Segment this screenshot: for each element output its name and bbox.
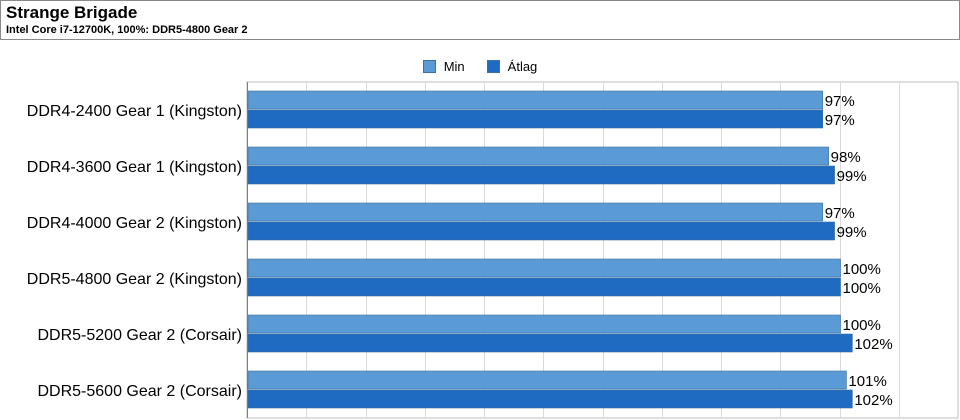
chart-legend: Min Átlag	[0, 56, 960, 76]
data-label-min: 97%	[825, 205, 855, 222]
bar-atlag	[247, 221, 835, 241]
bar-min	[247, 90, 824, 110]
bar-min	[247, 258, 841, 278]
data-label-min: 100%	[843, 261, 881, 278]
bar-min	[247, 314, 841, 334]
data-label-atlag: 102%	[854, 392, 892, 409]
category-label: DDR5-5600 Gear 2 (Corsair)	[37, 383, 242, 400]
data-label-atlag: 100%	[843, 280, 881, 297]
data-label-min: 101%	[848, 373, 886, 390]
bar-atlag	[247, 333, 853, 353]
data-label-min: 97%	[825, 93, 855, 110]
chart-subtitle: Intel Core i7-12700K, 100%: DDR5-4800 Ge…	[6, 24, 248, 36]
legend-item-atlag: Átlag	[486, 58, 538, 74]
legend-item-min: Min	[422, 58, 465, 74]
category-label: DDR5-4800 Gear 2 (Kingston)	[27, 271, 242, 288]
category-label: DDR4-2400 Gear 1 (Kingston)	[27, 103, 242, 120]
bar-atlag	[247, 165, 835, 185]
bar-min	[247, 202, 824, 222]
bar-atlag	[247, 389, 853, 409]
bar-atlag	[247, 277, 841, 297]
category-label: DDR4-4000 Gear 2 (Kingston)	[27, 215, 242, 232]
plot-area	[246, 81, 959, 419]
chart-title-box: Strange Brigade Intel Core i7-12700K, 10…	[0, 0, 960, 40]
bar-atlag	[247, 109, 824, 129]
legend-swatch-min	[422, 59, 436, 73]
data-label-atlag: 97%	[825, 112, 855, 129]
data-label-atlag: 99%	[837, 168, 867, 185]
legend-label-atlag: Átlag	[507, 58, 538, 74]
bar-min	[247, 370, 847, 390]
bar-min	[247, 146, 829, 166]
legend-swatch-atlag	[486, 59, 500, 73]
chart-title: Strange Brigade	[6, 3, 138, 22]
category-label: DDR4-3600 Gear 1 (Kingston)	[27, 159, 242, 176]
data-label-min: 98%	[831, 149, 861, 166]
data-label-atlag: 99%	[837, 224, 867, 241]
data-label-atlag: 102%	[854, 336, 892, 353]
category-label: DDR5-5200 Gear 2 (Corsair)	[37, 327, 242, 344]
legend-label-min: Min	[443, 58, 465, 74]
data-label-min: 100%	[843, 317, 881, 334]
